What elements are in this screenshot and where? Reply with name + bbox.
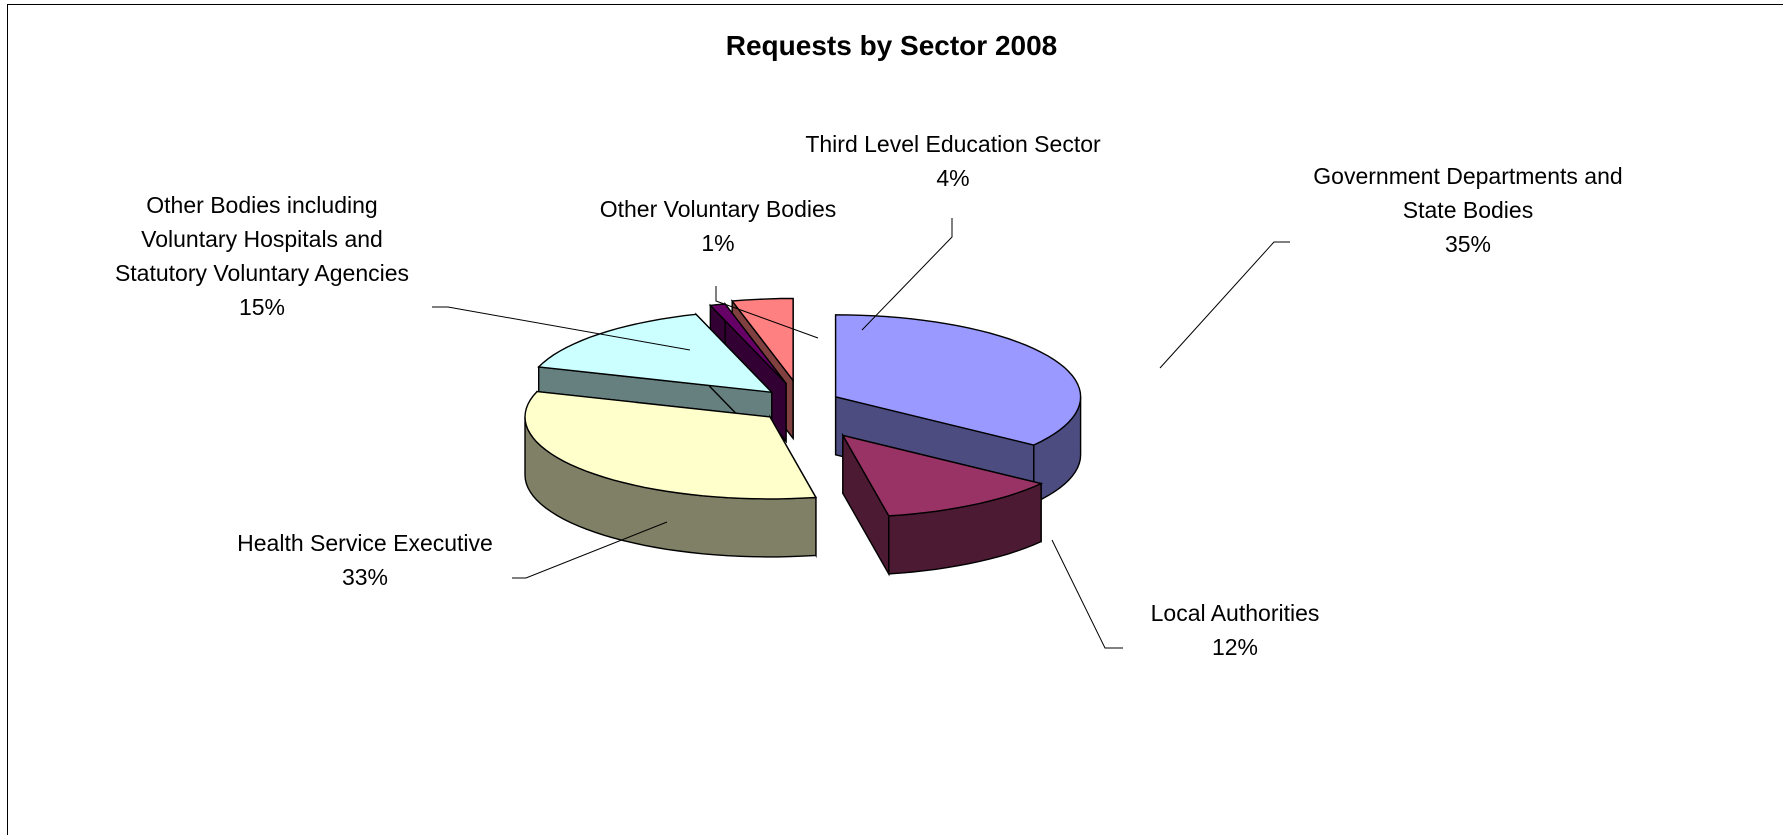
leader-line-0 — [1159, 241, 1290, 369]
slice-name-line: Other Voluntary Bodies — [600, 196, 837, 222]
slice-percent-label: 15% — [239, 294, 285, 320]
slice-percent-label: 33% — [342, 564, 388, 590]
pie-slice-top — [834, 314, 1082, 446]
pie-slice-1 — [841, 432, 1044, 577]
slice-name-line: Voluntary Hospitals and — [141, 226, 383, 252]
slice-label-5: Third Level Education Sector 4% — [805, 131, 1101, 191]
slice-name-line: Statutory Voluntary Agencies — [115, 260, 409, 286]
slice-percent-label: 4% — [936, 165, 969, 191]
slice-name-line: Local Authorities — [1151, 600, 1320, 626]
slice-percent-label: 12% — [1212, 634, 1258, 660]
slice-name-line: State Bodies — [1403, 197, 1533, 223]
pie-slice-top — [708, 303, 787, 384]
slice-label-0: Government Departments and State Bodies 35… — [1313, 163, 1622, 257]
pie-slice-top — [524, 390, 818, 500]
leader-line-3 — [432, 306, 691, 351]
slice-name-line: Other Bodies including — [146, 192, 377, 218]
chart-title: Requests by Sector 2008 — [725, 30, 1058, 61]
slice-label-2: Health Service Executive 33% — [237, 530, 493, 590]
leader-line-5 — [861, 218, 953, 331]
slice-label-4: Other Voluntary Bodies 1% — [600, 196, 837, 256]
slice-name-line: Government Departments and — [1313, 163, 1622, 189]
leader-line-4 — [715, 286, 819, 339]
slice-name-line: Third Level Education Sector — [805, 131, 1101, 157]
pie-slice-top — [841, 434, 1044, 517]
pie-slice-top — [730, 297, 794, 383]
slice-percent-label: 35% — [1445, 231, 1491, 257]
pie-slice-2 — [524, 390, 818, 559]
leader-line-1 — [1051, 539, 1123, 649]
slice-percent-label: 1% — [701, 230, 734, 256]
slice-name-line: Health Service Executive — [237, 530, 493, 556]
pie-slice-top — [537, 313, 774, 394]
slice-label-1: Local Authorities 12% — [1151, 600, 1320, 660]
slice-label-3: Other Bodies including Voluntary Hospital… — [115, 192, 409, 320]
leader-line-2 — [512, 521, 668, 579]
